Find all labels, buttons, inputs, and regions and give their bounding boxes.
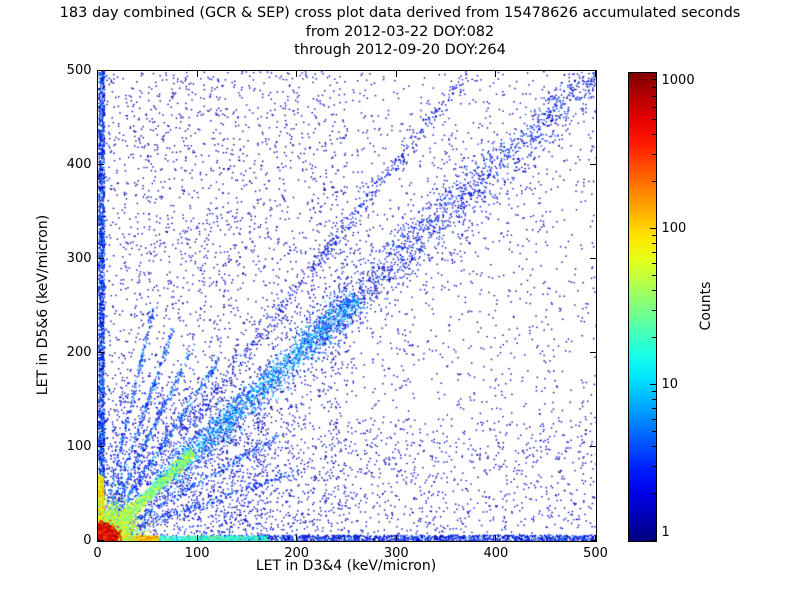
x-tick-mark-top [495, 70, 497, 77]
colorbar-minor-tick-mark [652, 446, 656, 448]
colorbar-minor-tick-mark [652, 337, 656, 339]
colorbar-minor-tick-mark [652, 134, 656, 136]
y-tick-label: 400 [66, 156, 92, 172]
colorbar-minor-tick-mark [652, 243, 656, 245]
scatter-canvas [98, 71, 596, 541]
colorbar-tick-mark [649, 384, 656, 385]
colorbar-minor-tick-mark [652, 430, 656, 432]
colorbar-minor-tick-mark [652, 399, 656, 401]
colorbar-minor-tick-mark [652, 79, 656, 81]
x-tick-label: 0 [93, 545, 102, 561]
colorbar-minor-tick-mark [652, 262, 656, 264]
y-tick-mark-right [589, 352, 596, 353]
x-tick-mark [395, 534, 397, 541]
colorbar-minor-tick-mark [652, 181, 656, 183]
y-axis-label: LET in D5&6 (keV/micron) [35, 214, 51, 396]
x-tick-mark-top [196, 70, 198, 77]
colorbar-minor-tick-mark [652, 274, 656, 276]
colorbar-tick-label: 10 [661, 376, 679, 392]
chart-title-line-3: through 2012-09-20 DOY:264 [294, 42, 506, 58]
y-tick-mark-right [589, 164, 596, 165]
x-tick-mark [296, 534, 298, 541]
colorbar-tick-label: 100 [661, 220, 687, 236]
x-tick-mark [196, 534, 198, 541]
y-tick-mark [97, 258, 104, 259]
colorbar-minor-tick-mark [652, 118, 656, 120]
colorbar-minor-tick-mark [652, 106, 656, 108]
x-tick-mark-top [97, 70, 98, 77]
colorbar-minor-tick-mark [652, 465, 656, 467]
x-tick-mark-top [395, 70, 397, 77]
y-tick-label: 0 [83, 532, 92, 548]
x-tick-label: 100 [184, 545, 210, 561]
colorbar-minor-tick-mark [652, 153, 656, 155]
x-tick-mark-top [296, 70, 298, 77]
y-tick-mark [97, 70, 104, 71]
colorbar-tick-mark [649, 72, 656, 73]
colorbar-minor-tick-mark [652, 418, 656, 420]
colorbar-minor-tick-mark [652, 252, 656, 254]
colorbar-label: Counts [698, 281, 714, 331]
colorbar-gradient [629, 73, 656, 541]
y-tick-label: 300 [66, 250, 92, 266]
x-tick-label: 500 [583, 545, 608, 561]
chart-title-line-1: 183 day combined (GCR & SEP) cross plot … [59, 5, 741, 21]
colorbar-minor-tick-mark [652, 96, 656, 98]
plot-area [97, 70, 597, 542]
colorbar-minor-tick-mark [652, 309, 656, 311]
colorbar [628, 72, 657, 542]
chart-title-line-2: from 2012-03-22 DOY:082 [305, 24, 495, 40]
y-tick-mark [97, 446, 104, 447]
colorbar-minor-tick-mark [652, 408, 656, 410]
y-tick-mark [97, 540, 104, 541]
y-tick-label: 500 [66, 62, 92, 78]
x-tick-label: 400 [483, 545, 509, 561]
colorbar-minor-tick-mark [652, 235, 656, 237]
colorbar-tick-label: 1000 [661, 72, 695, 88]
colorbar-minor-tick-mark [652, 391, 656, 393]
y-tick-mark-right [589, 258, 596, 259]
x-tick-mark [595, 534, 596, 541]
x-axis-label: LET in D3&4 (keV/micron) [255, 558, 437, 574]
y-tick-mark-right [589, 446, 596, 447]
y-tick-mark [97, 352, 104, 353]
colorbar-tick-mark [649, 540, 656, 541]
x-tick-mark-top [595, 70, 596, 77]
x-tick-mark [97, 534, 98, 541]
y-tick-label: 200 [66, 344, 92, 360]
y-tick-label: 100 [66, 438, 92, 454]
y-tick-mark [97, 164, 104, 165]
y-tick-mark-right [589, 70, 596, 71]
x-tick-label: 300 [383, 545, 409, 561]
y-tick-mark-right [589, 540, 596, 541]
colorbar-tick-mark [649, 228, 656, 229]
colorbar-minor-tick-mark [652, 493, 656, 495]
x-tick-label: 200 [284, 545, 310, 561]
colorbar-minor-tick-mark [652, 87, 656, 89]
x-tick-mark [495, 534, 497, 541]
colorbar-tick-label: 1 [661, 524, 670, 540]
colorbar-minor-tick-mark [652, 290, 656, 292]
